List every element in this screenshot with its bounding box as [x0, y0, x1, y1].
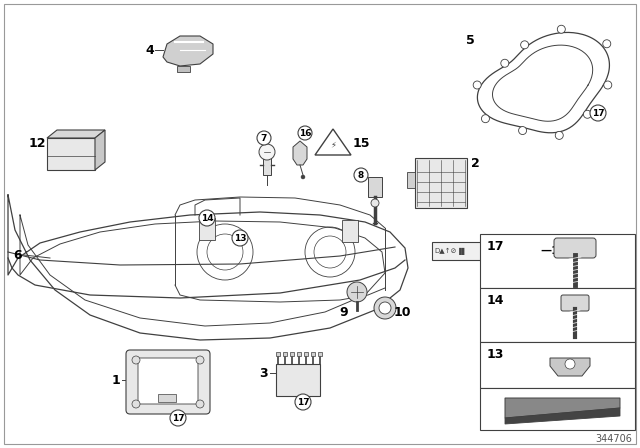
FancyBboxPatch shape — [480, 388, 635, 430]
Circle shape — [584, 110, 591, 118]
Circle shape — [590, 105, 606, 121]
Text: —11: —11 — [540, 246, 566, 256]
FancyBboxPatch shape — [480, 342, 635, 388]
Text: 17: 17 — [297, 397, 309, 406]
Text: D▲↑⊘▐▌: D▲↑⊘▐▌ — [434, 247, 467, 254]
Circle shape — [232, 230, 248, 246]
FancyBboxPatch shape — [263, 157, 271, 175]
Text: 3: 3 — [260, 366, 268, 379]
Text: 12: 12 — [28, 137, 45, 150]
FancyBboxPatch shape — [290, 352, 294, 356]
FancyBboxPatch shape — [138, 358, 198, 404]
Text: 4: 4 — [146, 43, 154, 56]
FancyBboxPatch shape — [297, 352, 301, 356]
Text: 17: 17 — [592, 108, 604, 117]
FancyBboxPatch shape — [480, 288, 635, 342]
FancyBboxPatch shape — [126, 350, 210, 414]
Circle shape — [259, 144, 275, 160]
Circle shape — [481, 115, 490, 123]
Text: 14: 14 — [486, 293, 504, 306]
Circle shape — [301, 175, 305, 179]
Circle shape — [501, 59, 509, 67]
FancyBboxPatch shape — [311, 352, 315, 356]
Text: 13: 13 — [234, 233, 246, 242]
Text: 5: 5 — [466, 34, 474, 47]
Polygon shape — [505, 408, 620, 424]
FancyBboxPatch shape — [304, 352, 308, 356]
FancyBboxPatch shape — [47, 138, 95, 170]
Text: 16: 16 — [299, 129, 311, 138]
Text: 7: 7 — [261, 134, 267, 142]
Text: 344706: 344706 — [595, 434, 632, 444]
Text: 2: 2 — [470, 156, 479, 169]
Circle shape — [557, 25, 565, 33]
FancyBboxPatch shape — [407, 172, 415, 188]
Circle shape — [347, 282, 367, 302]
Text: 1: 1 — [111, 374, 120, 387]
Polygon shape — [177, 66, 190, 72]
Circle shape — [170, 410, 186, 426]
Text: ⚡: ⚡ — [330, 141, 336, 150]
Circle shape — [295, 394, 311, 410]
Text: 10: 10 — [393, 306, 411, 319]
Polygon shape — [550, 358, 590, 376]
Circle shape — [565, 359, 575, 369]
Circle shape — [371, 199, 379, 207]
Polygon shape — [505, 398, 620, 418]
Circle shape — [132, 356, 140, 364]
FancyBboxPatch shape — [561, 295, 589, 311]
Circle shape — [196, 400, 204, 408]
Circle shape — [603, 40, 611, 48]
FancyBboxPatch shape — [318, 352, 322, 356]
Circle shape — [518, 126, 527, 134]
FancyBboxPatch shape — [342, 220, 358, 242]
Polygon shape — [293, 141, 307, 165]
Text: 8: 8 — [358, 171, 364, 180]
FancyBboxPatch shape — [415, 158, 467, 208]
FancyBboxPatch shape — [432, 242, 532, 260]
Text: 15: 15 — [352, 137, 370, 150]
Circle shape — [604, 81, 612, 89]
FancyBboxPatch shape — [276, 352, 280, 356]
Text: 17: 17 — [486, 240, 504, 253]
Circle shape — [298, 126, 312, 140]
Circle shape — [379, 302, 391, 314]
Circle shape — [556, 131, 563, 139]
Polygon shape — [95, 130, 105, 170]
FancyBboxPatch shape — [480, 234, 635, 288]
Polygon shape — [315, 129, 351, 155]
Circle shape — [132, 400, 140, 408]
Polygon shape — [163, 36, 213, 66]
FancyBboxPatch shape — [368, 177, 382, 197]
Circle shape — [473, 81, 481, 89]
FancyBboxPatch shape — [158, 394, 176, 402]
Circle shape — [521, 41, 529, 49]
FancyBboxPatch shape — [554, 238, 596, 258]
Circle shape — [257, 131, 271, 145]
Circle shape — [199, 210, 215, 226]
Text: 9: 9 — [340, 306, 348, 319]
FancyBboxPatch shape — [4, 4, 636, 444]
Circle shape — [374, 297, 396, 319]
Circle shape — [354, 168, 368, 182]
Text: 6: 6 — [13, 249, 22, 262]
FancyBboxPatch shape — [276, 364, 320, 396]
Circle shape — [196, 356, 204, 364]
Polygon shape — [47, 130, 105, 138]
FancyBboxPatch shape — [199, 218, 215, 240]
Text: 14: 14 — [201, 214, 213, 223]
Text: 17: 17 — [172, 414, 184, 422]
FancyBboxPatch shape — [283, 352, 287, 356]
Text: 13: 13 — [486, 348, 504, 361]
